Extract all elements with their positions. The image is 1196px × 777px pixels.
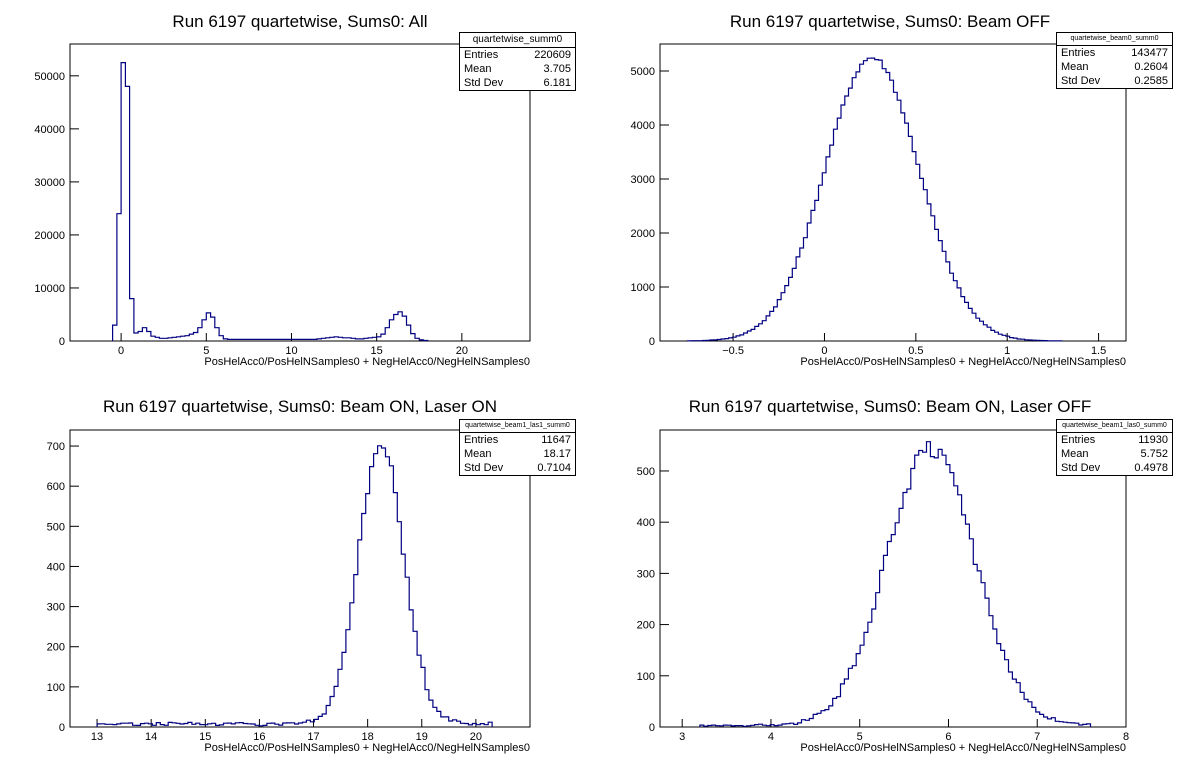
histogram-panel-3: 13 14 15 16 17 18 19 200100200300400500600700Po… [47, 429, 531, 754]
y-tick-label: 4000 [631, 120, 655, 132]
x-tick-label: 8 [1123, 731, 1129, 743]
y-tick-label: 400 [637, 517, 655, 529]
x-tick-label: 5 [203, 345, 209, 357]
x-tick-label: 20 [456, 345, 468, 357]
y-tick-label: 300 [47, 602, 65, 614]
y-tick-label: 30000 [34, 177, 65, 189]
stats-name: quartetwise_beam0_summ0 [1057, 33, 1172, 46]
y-tick-label: 100 [637, 671, 655, 683]
chart-title-3: Run 6197 quartetwise, Sums0: Beam ON, La… [102, 397, 497, 416]
y-tick-label: 500 [47, 521, 65, 533]
x-axis-label: PosHelAcc0/PosHelNSamples0 + NegHelAcc0/… [800, 356, 1126, 368]
y-tick-label: 500 [637, 466, 655, 478]
x-tick-label: 15 [199, 731, 211, 743]
y-tick-label: 600 [47, 481, 65, 493]
stats-entries: 11930 [1138, 434, 1168, 446]
x-tick-label: 14 [145, 731, 157, 743]
x-tick-label: 5 [857, 731, 863, 743]
chart-title-4: Run 6197 quartetwise, Sums0: Beam ON, La… [688, 397, 1092, 416]
y-tick-label: 40000 [34, 124, 65, 136]
histogram-panel-1: 0 5 10 15 20 0 10000 20000 30000 40000 50000 PosHel… [34, 43, 531, 368]
y-tick-label: 50000 [34, 71, 65, 83]
x-axis-label: PosHelAcc0/PosHelNSamples0 + NegHelAcc0/… [204, 742, 530, 754]
y-tick-label: 20000 [34, 230, 65, 242]
y-tick-label: 200 [47, 642, 65, 654]
x-tick-label: 16 [253, 731, 265, 743]
plot-frame [69, 43, 531, 342]
x-tick-label: 20 [470, 731, 482, 743]
stats-stddev: 0.2585 [1134, 75, 1168, 87]
stats-name: quartetwise_beam1_las1_summ0 [460, 420, 575, 433]
chart-title-1: Run 6197 quartetwise, Sums0: All [172, 12, 428, 31]
x-tick-label: 0.5 [908, 345, 923, 357]
stats-box-3: quartetwise_beam1_las1_summ0 Entries 1164… [459, 419, 576, 476]
x-tick-label: 13 [91, 731, 103, 743]
y-tick-label: 5000 [631, 66, 655, 78]
histogram-panel-2: −0.5 0 0.5 1 1.5 0 1000 2000 3000 4000 5000 PosHelA… [631, 43, 1127, 368]
stats-name: quartetwise_summ0 [460, 33, 575, 48]
x-tick-label: 18 [362, 731, 374, 743]
stats-stddev: 0.7104 [537, 462, 571, 474]
y-tick-label: 3000 [631, 174, 655, 186]
histogram-panel-4: 3 4 5 6 7 8 0 100 200 300 400 500 PosHelAcc0/PosHelN… [637, 429, 1129, 754]
y-tick-label: 0 [59, 336, 65, 348]
stats-stddev: 6.181 [543, 77, 571, 89]
plot-frame [659, 429, 1127, 728]
y-tick-label: 10000 [34, 283, 65, 295]
stats-name: quartetwise_beam1_las0_summ0 [1057, 420, 1172, 433]
x-tick-label: −0.5 [722, 345, 744, 357]
stats-mean: 5.752 [1140, 448, 1168, 460]
stats-entries: 220609 [534, 49, 571, 61]
y-tick-label: 0 [59, 722, 65, 734]
y-tick-label: 0 [649, 722, 655, 734]
x-tick-label: 6 [945, 731, 951, 743]
stats-mean: 3.705 [543, 63, 571, 75]
y-tick-label: 100 [47, 682, 65, 694]
plot-frame [659, 43, 1127, 342]
x-axis-label: PosHelAcc0/PosHelNSamples0 + NegHelAcc0/… [204, 356, 530, 368]
x-tick-label: 19 [416, 731, 428, 743]
y-tick-label: 2000 [631, 228, 655, 240]
y-tick-label: 200 [637, 620, 655, 632]
x-tick-label: 17 [307, 731, 319, 743]
stats-mean: 18.17 [543, 448, 571, 460]
y-tick-label: 1000 [631, 282, 655, 294]
y-tick-label: 300 [637, 568, 655, 580]
x-tick-label: 0 [118, 345, 124, 357]
histogram-line [686, 57, 1063, 342]
x-tick-label: 1.5 [1091, 345, 1106, 357]
histogram-line [96, 445, 493, 727]
x-axis-label: PosHelAcc0/PosHelNSamples0 + NegHelAcc0/… [800, 742, 1126, 754]
x-tick-label: 0 [821, 345, 827, 357]
stats-entries: 11647 [541, 434, 571, 446]
y-tick-label: 700 [47, 441, 65, 453]
x-tick-label: 15 [371, 345, 383, 357]
chart-title-2: Run 6197 quartetwise, Sums0: Beam OFF [729, 12, 1051, 31]
x-tick-label: 7 [1034, 731, 1040, 743]
histogram-line [699, 441, 1092, 727]
stats-box-1: quartetwise_summ0 Entries 220609 Mean 3.70… [459, 32, 576, 91]
stats-box-2: quartetwise_beam0_summ0 Entries 143477 Me… [1056, 32, 1173, 89]
y-tick-label: 400 [47, 561, 65, 573]
x-tick-label: 3 [679, 731, 685, 743]
x-tick-label: 10 [285, 345, 297, 357]
stats-entries: 143477 [1131, 47, 1168, 59]
y-tick-label: 0 [649, 336, 655, 348]
x-tick-label: 4 [768, 731, 774, 743]
stats-stddev: 0.4978 [1134, 462, 1168, 474]
x-tick-label: 1 [1004, 345, 1010, 357]
stats-box-4: quartetwise_beam1_las0_summ0 Entries 1193… [1056, 419, 1173, 476]
stats-mean: 0.2604 [1134, 61, 1168, 73]
histogram-line [112, 62, 429, 342]
plot-frame [69, 429, 531, 728]
